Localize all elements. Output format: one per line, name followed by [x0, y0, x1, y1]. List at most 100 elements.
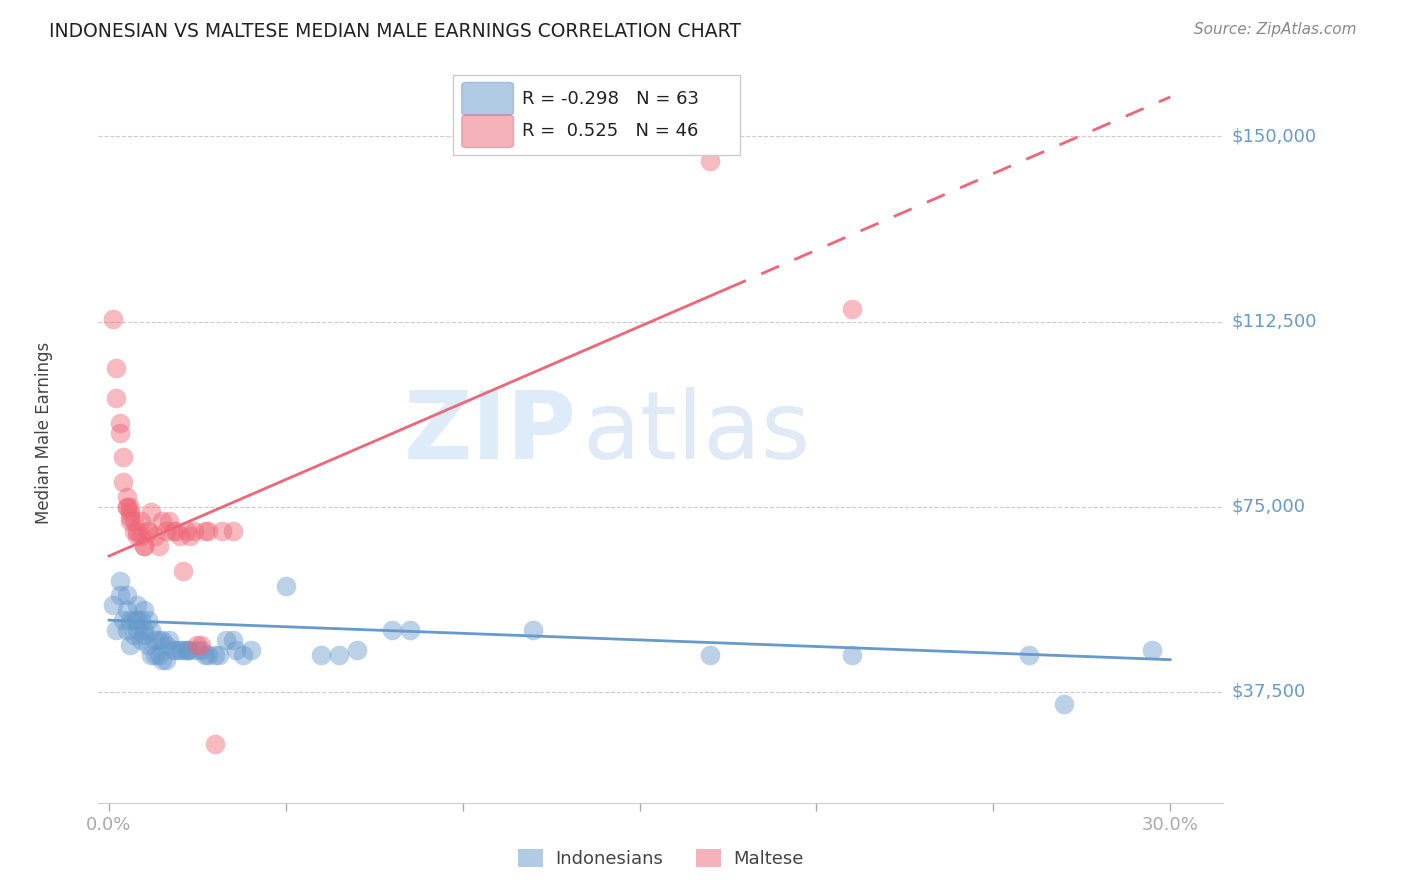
Point: [141, 505, 163, 519]
Point: [155, 653, 177, 667]
Point: [169, 642, 191, 657]
Point: [211, 524, 233, 539]
Point: [162, 642, 184, 657]
Point: [136, 638, 159, 652]
Text: INDONESIAN VS MALTESE MEDIAN MALE EARNINGS CORRELATION CHART: INDONESIAN VS MALTESE MEDIAN MALE EARNIN…: [49, 22, 741, 41]
Point: [141, 623, 163, 637]
Text: ZIP: ZIP: [404, 386, 576, 479]
Legend: Indonesians, Maltese: Indonesians, Maltese: [510, 842, 811, 875]
Point: [112, 475, 135, 489]
Text: $150,000: $150,000: [1232, 128, 1316, 145]
Text: $75,000: $75,000: [1232, 498, 1306, 516]
Point: [208, 648, 231, 662]
Point: [225, 642, 247, 657]
Point: [136, 524, 159, 539]
Point: [129, 515, 152, 529]
Point: [222, 524, 245, 539]
Point: [155, 524, 177, 539]
Text: $37,500: $37,500: [1232, 682, 1306, 701]
Point: [134, 628, 156, 642]
Bar: [453, 75, 740, 155]
Point: [105, 623, 128, 637]
Point: [190, 642, 212, 657]
Point: [522, 623, 544, 637]
Point: [172, 642, 194, 657]
Point: [122, 515, 145, 529]
Point: [112, 613, 135, 627]
Point: [197, 648, 219, 662]
Point: [176, 642, 198, 657]
Point: [127, 529, 149, 543]
FancyBboxPatch shape: [461, 115, 513, 147]
Point: [179, 642, 201, 657]
Point: [157, 515, 180, 529]
Text: Median Male Earnings: Median Male Earnings: [35, 342, 53, 524]
Point: [215, 632, 238, 647]
Point: [115, 623, 138, 637]
Point: [120, 505, 142, 519]
Point: [169, 529, 191, 543]
Point: [105, 391, 128, 405]
Point: [120, 509, 142, 524]
Point: [108, 416, 131, 430]
Point: [112, 450, 135, 465]
Point: [115, 500, 138, 514]
Point: [129, 632, 152, 647]
FancyBboxPatch shape: [461, 82, 513, 115]
Point: [148, 539, 170, 553]
Point: [150, 653, 173, 667]
Point: [143, 632, 166, 647]
Point: [148, 632, 170, 647]
Point: [127, 524, 149, 539]
Point: [101, 312, 124, 326]
Point: [127, 623, 149, 637]
Point: [328, 648, 350, 662]
Point: [183, 524, 205, 539]
Point: [115, 490, 138, 504]
Point: [699, 648, 721, 662]
Point: [122, 628, 145, 642]
Point: [115, 589, 138, 603]
Point: [232, 648, 254, 662]
Point: [176, 642, 198, 657]
Point: [1142, 642, 1164, 657]
Point: [165, 524, 187, 539]
Point: [134, 623, 156, 637]
Point: [150, 632, 173, 647]
Point: [190, 638, 212, 652]
Point: [115, 500, 138, 514]
Point: [134, 539, 156, 553]
Point: [398, 623, 420, 637]
Point: [193, 524, 215, 539]
Point: [155, 638, 177, 652]
Point: [841, 302, 863, 317]
Point: [381, 623, 404, 637]
Point: [120, 500, 142, 514]
Point: [122, 613, 145, 627]
Point: [122, 524, 145, 539]
Point: [120, 515, 142, 529]
Point: [309, 648, 332, 662]
Point: [179, 529, 201, 543]
Point: [172, 564, 194, 578]
Point: [101, 599, 124, 613]
Point: [186, 638, 208, 652]
Point: [193, 648, 215, 662]
Point: [176, 524, 198, 539]
Point: [165, 642, 187, 657]
Point: [136, 524, 159, 539]
Point: [134, 539, 156, 553]
Point: [1053, 697, 1076, 711]
Text: R =  0.525   N = 46: R = 0.525 N = 46: [523, 122, 699, 140]
Point: [239, 642, 262, 657]
Point: [699, 154, 721, 169]
Text: R = -0.298   N = 63: R = -0.298 N = 63: [523, 90, 699, 108]
Point: [143, 648, 166, 662]
Text: Source: ZipAtlas.com: Source: ZipAtlas.com: [1194, 22, 1357, 37]
Text: atlas: atlas: [582, 386, 810, 479]
Point: [108, 589, 131, 603]
Point: [150, 515, 173, 529]
Point: [148, 648, 170, 662]
Point: [127, 599, 149, 613]
Point: [162, 524, 184, 539]
